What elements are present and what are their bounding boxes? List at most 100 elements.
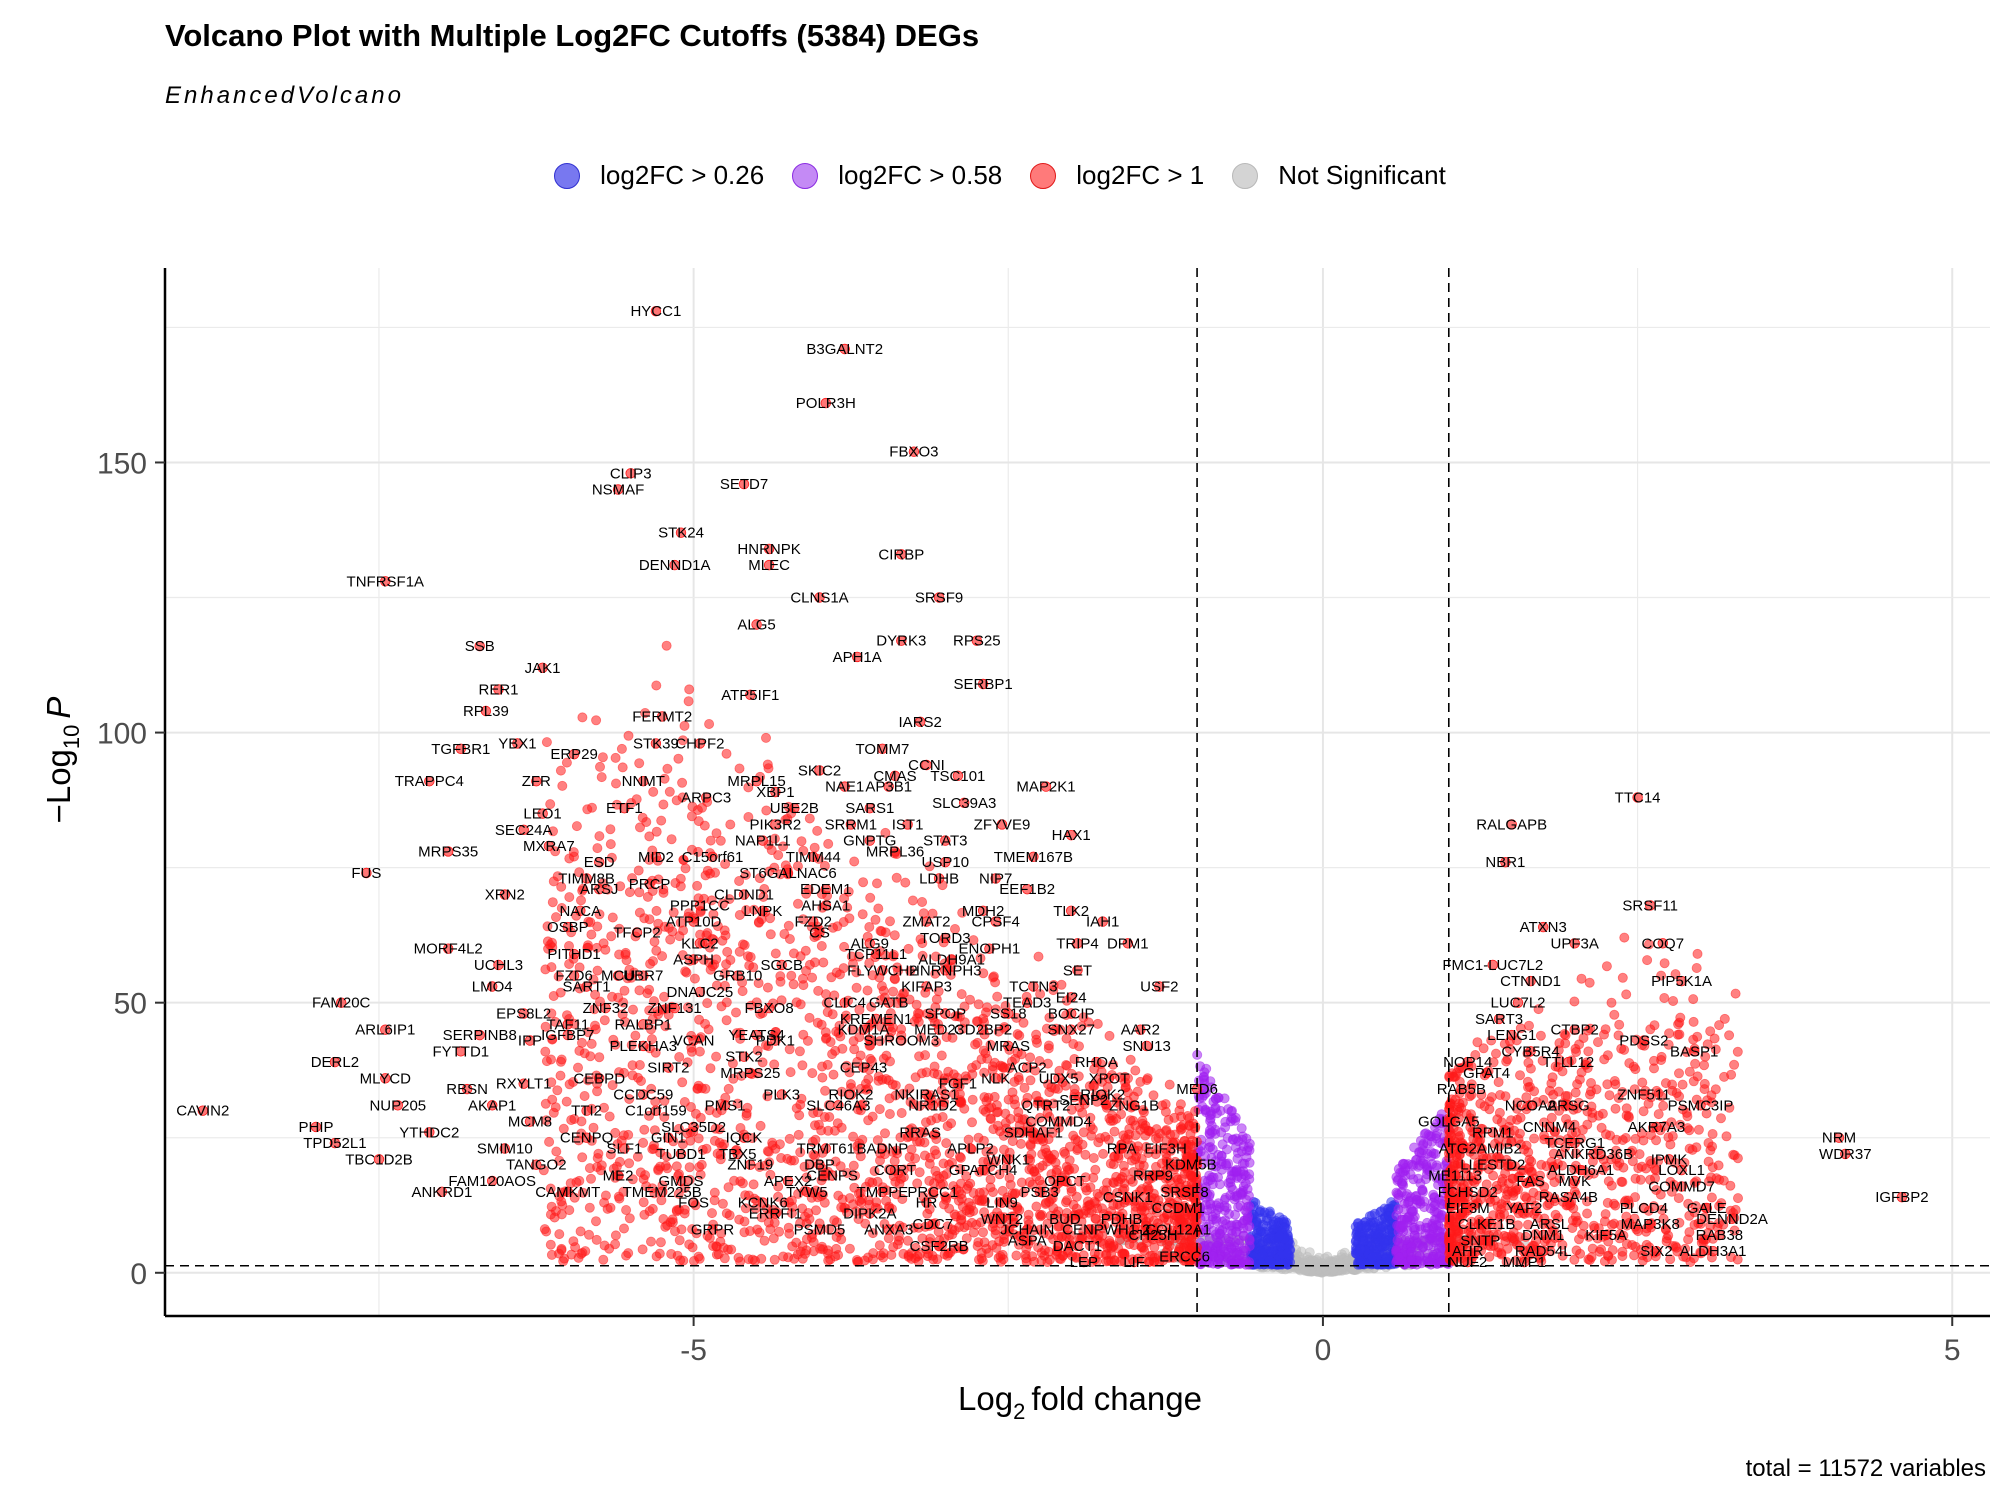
point-lfc1: [959, 1103, 970, 1114]
point-lfc1: [604, 1111, 615, 1122]
point-lfc058: [1243, 1190, 1254, 1201]
point-lfc026: [1379, 1237, 1390, 1248]
point-lfc1: [979, 1237, 990, 1248]
point-lfc058: [1238, 1230, 1249, 1241]
point-lfc1: [1013, 1074, 1024, 1085]
point-lfc1: [794, 1046, 805, 1057]
point-lfc1: [884, 1093, 895, 1104]
point-lfc1: [1535, 1030, 1546, 1041]
point-lfc1: [1593, 1037, 1604, 1048]
point-lfc1: [748, 1179, 759, 1190]
point-lfc1: [1090, 1164, 1101, 1175]
point-lfc058: [1394, 1252, 1405, 1263]
point-lfc1: [592, 843, 603, 854]
point-lfc1: [734, 946, 745, 957]
point-lfc1: [723, 1083, 734, 1094]
point-lfc1: [1130, 1065, 1141, 1076]
point-lfc1: [671, 1161, 682, 1172]
point-lfc1: [539, 1224, 550, 1235]
point-lfc1: [699, 820, 710, 831]
point-lfc1: [1630, 1173, 1641, 1184]
point-lfc1: [1601, 961, 1612, 972]
point-lfc1: [619, 1223, 630, 1234]
legend-swatch-lfc058: [792, 162, 819, 189]
point-lfc1: [1164, 1079, 1175, 1090]
point-lfc1: [1135, 1076, 1146, 1087]
point-lfc1: [1597, 1108, 1608, 1119]
point-lfc1: [684, 684, 695, 695]
point-lfc1: [1619, 932, 1630, 943]
legend-label-ns: Not Significant: [1278, 160, 1446, 190]
point-lfc1: [802, 1035, 813, 1046]
point-lfc1: [555, 1056, 566, 1067]
point-lfc1: [1672, 1029, 1683, 1040]
legend: log2FC > 0.26 log2FC > 0.58 log2FC > 1 N…: [0, 160, 2000, 191]
point-lfc026: [1274, 1231, 1285, 1242]
point-lfc1: [884, 1109, 895, 1120]
point-lfc1: [1659, 993, 1670, 1004]
point-lfc1: [1023, 1209, 1034, 1220]
point-lfc1: [610, 1239, 621, 1250]
point-lfc1: [675, 873, 686, 884]
point-lfc1: [858, 877, 869, 888]
point-lfc1: [976, 1253, 987, 1264]
point-lfc1: [1656, 1055, 1667, 1066]
point-lfc1: [1599, 1216, 1610, 1227]
point-lfc1: [769, 1254, 780, 1265]
point-lfc1: [709, 1195, 720, 1206]
point-lfc058: [1427, 1232, 1438, 1243]
point-lfc1: [1659, 958, 1670, 969]
point-lfc1: [762, 759, 773, 770]
point-lfc1: [670, 1226, 681, 1237]
point-lfc1: [1062, 1060, 1073, 1071]
point-lfc058: [1235, 1200, 1246, 1211]
point-lfc1: [634, 758, 645, 769]
point-lfc026: [1264, 1206, 1275, 1217]
point-lfc1: [1031, 1029, 1042, 1040]
point-lfc1: [1019, 1082, 1030, 1093]
point-lfc1: [1582, 1208, 1593, 1219]
point-lfc1: [978, 1227, 989, 1238]
point-lfc1: [692, 880, 703, 891]
point-lfc1: [725, 955, 736, 966]
point-lfc1: [739, 1216, 750, 1227]
point-lfc1: [828, 1069, 839, 1080]
point-lfc1: [791, 1103, 802, 1114]
point-lfc1: [1642, 955, 1653, 966]
point-lfc1: [1621, 1103, 1632, 1114]
point-lfc1: [885, 916, 896, 927]
point-lfc1: [734, 763, 745, 774]
point-lfc1: [610, 752, 621, 763]
point-lfc1: [800, 1248, 811, 1259]
point-lfc058: [1392, 1188, 1403, 1199]
point-lfc1: [1043, 1043, 1054, 1054]
point-lfc1: [571, 821, 582, 832]
point-lfc1: [595, 761, 606, 772]
point-lfc1: [725, 819, 736, 830]
point-lfc1: [1524, 1154, 1535, 1165]
point-lfc058: [1227, 1259, 1238, 1270]
point-lfc058: [1212, 1237, 1223, 1248]
chart-title: Volcano Plot with Multiple Log2FC Cutoff…: [165, 18, 980, 53]
point-lfc1: [1707, 1129, 1718, 1140]
point-lfc1: [907, 895, 918, 906]
point-lfc1: [1005, 1113, 1016, 1124]
point-lfc1: [1616, 1176, 1627, 1187]
point-lfc1: [776, 1153, 787, 1164]
point-lfc1: [561, 1096, 572, 1107]
point-lfc1: [1732, 1153, 1743, 1164]
point-lfc1: [554, 1229, 565, 1240]
point-lfc1: [851, 982, 862, 993]
point-lfc1: [1716, 1113, 1727, 1124]
point-lfc1: [837, 1194, 848, 1205]
point-lfc1: [1011, 1250, 1022, 1261]
point-lfc1: [783, 920, 794, 931]
point-lfc1: [705, 1063, 716, 1074]
point-lfc1: [737, 1178, 748, 1189]
point-lfc1: [1109, 1178, 1120, 1189]
point-lfc1: [910, 1072, 921, 1083]
point-lfc058: [1398, 1220, 1409, 1231]
point-lfc1: [796, 836, 807, 847]
point-lfc1: [786, 1155, 797, 1166]
